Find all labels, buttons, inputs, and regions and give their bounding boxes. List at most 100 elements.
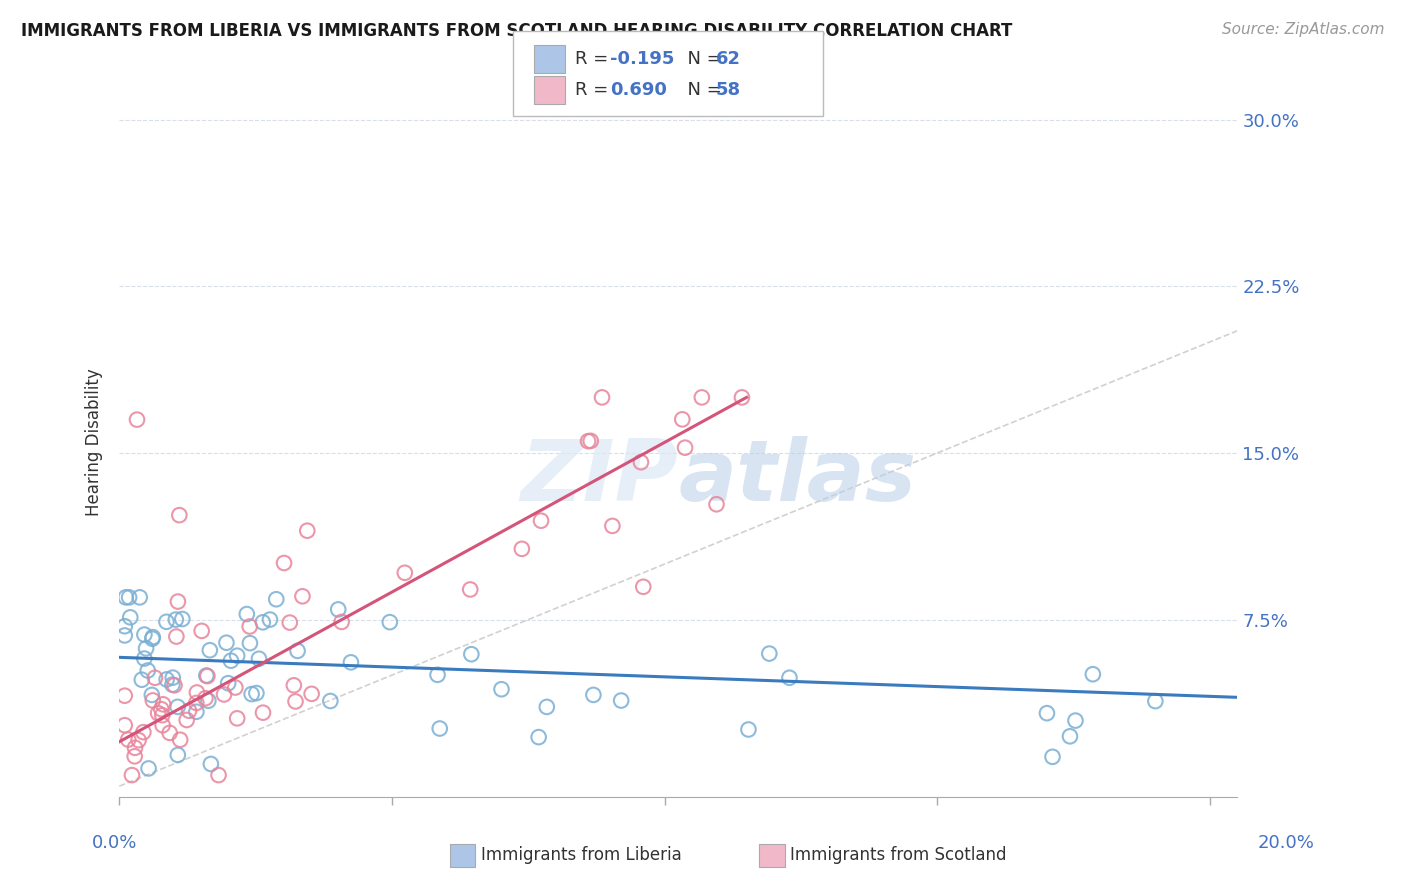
Point [136, 664, 159, 678]
Point [143, 671, 166, 685]
Point [156, 673, 179, 687]
Point [128, 733, 150, 747]
Point [152, 718, 174, 732]
Point [212, 688, 235, 702]
Point [169, 508, 191, 523]
Point [426, 668, 449, 682]
Point [162, 671, 184, 685]
Point [207, 768, 229, 782]
Point [197, 669, 219, 683]
Point [194, 691, 217, 706]
Point [758, 647, 780, 661]
Point [141, 632, 163, 646]
Point [172, 612, 194, 626]
Point [167, 594, 190, 608]
Point [1059, 729, 1081, 743]
Point [706, 497, 728, 511]
Text: 20.0%: 20.0% [1258, 834, 1315, 852]
Text: -0.195: -0.195 [610, 50, 675, 68]
Point [287, 644, 309, 658]
Point [301, 687, 323, 701]
Point [239, 619, 262, 633]
Point [460, 647, 482, 661]
Point [186, 696, 208, 710]
Text: R =: R = [575, 50, 614, 68]
Point [166, 747, 188, 762]
Point [236, 607, 259, 621]
Point [240, 687, 263, 701]
Point [142, 693, 165, 707]
Point [125, 412, 148, 426]
Point [162, 678, 184, 692]
Point [630, 455, 652, 469]
Point [527, 730, 550, 744]
Point [273, 556, 295, 570]
Point [128, 591, 150, 605]
Point [394, 566, 416, 580]
Point [1064, 714, 1087, 728]
Point [121, 768, 143, 782]
Y-axis label: Hearing Disability: Hearing Disability [86, 368, 103, 516]
Text: Immigrants from Liberia: Immigrants from Liberia [481, 847, 682, 864]
Point [731, 391, 754, 405]
Point [602, 519, 624, 533]
Point [633, 580, 655, 594]
Point [124, 749, 146, 764]
Point [319, 694, 342, 708]
Point [197, 694, 219, 708]
Point [252, 706, 274, 720]
Text: Immigrants from Scotland: Immigrants from Scotland [790, 847, 1007, 864]
Point [239, 636, 262, 650]
Point [165, 630, 187, 644]
Point [190, 624, 212, 638]
Point [378, 615, 401, 629]
Point [510, 541, 533, 556]
Point [259, 613, 281, 627]
Point [150, 702, 173, 716]
Point [245, 686, 267, 700]
Point [198, 643, 221, 657]
Point [159, 726, 181, 740]
Point [134, 627, 156, 641]
Point [155, 615, 177, 629]
Point [1042, 749, 1064, 764]
Point [491, 682, 513, 697]
Point [114, 718, 136, 732]
Point [215, 636, 238, 650]
Point [186, 705, 208, 719]
Point [142, 630, 165, 644]
Point [114, 591, 136, 605]
Point [458, 582, 481, 597]
Text: 62: 62 [716, 50, 741, 68]
Point [247, 652, 270, 666]
Point [328, 602, 350, 616]
Point [737, 723, 759, 737]
Point [1144, 694, 1167, 708]
Point [165, 613, 187, 627]
Point [134, 651, 156, 665]
Point [217, 676, 239, 690]
Point [610, 693, 633, 707]
Point [283, 678, 305, 692]
Point [176, 713, 198, 727]
Text: ZIP: ZIP [520, 436, 678, 519]
Point [530, 514, 553, 528]
Text: Source: ZipAtlas.com: Source: ZipAtlas.com [1222, 22, 1385, 37]
Point [224, 681, 246, 695]
Point [166, 699, 188, 714]
Point [163, 678, 186, 692]
Point [671, 412, 693, 426]
Point [138, 761, 160, 775]
Point [177, 704, 200, 718]
Point [146, 706, 169, 720]
Point [169, 732, 191, 747]
Point [673, 441, 696, 455]
Point [297, 524, 319, 538]
Text: atlas: atlas [678, 436, 917, 519]
Point [579, 434, 602, 448]
Point [219, 654, 242, 668]
Point [576, 434, 599, 449]
Text: 0.0%: 0.0% [91, 834, 136, 852]
Point [124, 740, 146, 755]
Point [195, 668, 218, 682]
